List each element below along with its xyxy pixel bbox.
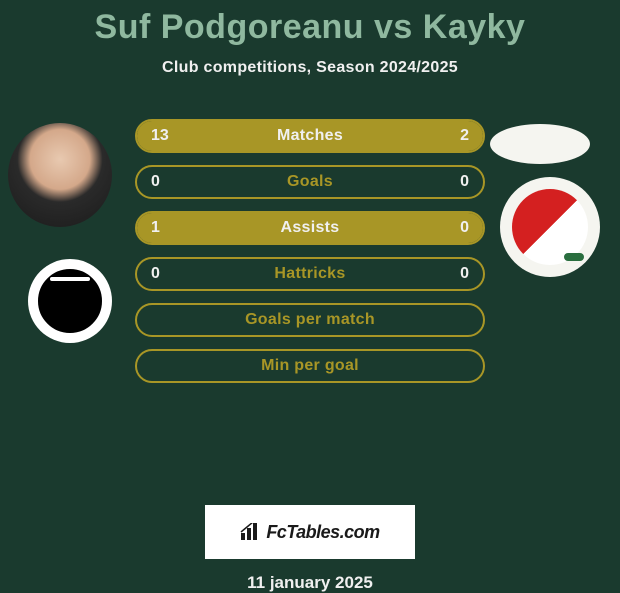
brand-box: FcTables.com	[205, 505, 415, 559]
stat-row: 0 0 Hattricks	[135, 257, 485, 291]
stat-left-value: 1	[151, 219, 160, 237]
stat-row: Goals per match	[135, 303, 485, 337]
stat-label: Min per goal	[261, 357, 359, 375]
stat-left-value: 13	[151, 127, 169, 145]
brand-text: FcTables.com	[266, 522, 379, 543]
stat-row: 13 2 Matches	[135, 119, 485, 153]
stat-row: 1 0 Assists	[135, 211, 485, 245]
page-title: Suf Podgoreanu vs Kayky	[0, 8, 620, 47]
subtitle: Club competitions, Season 2024/2025	[0, 59, 620, 77]
comparison-card: Suf Podgoreanu vs Kayky Club competition…	[0, 0, 620, 593]
stat-row: Min per goal	[135, 349, 485, 383]
stat-left-value: 0	[151, 265, 160, 283]
date-text: 11 january 2025	[0, 573, 620, 593]
player-right-avatar	[490, 124, 590, 164]
stat-row: 0 0 Goals	[135, 165, 485, 199]
chart-bars-icon	[240, 523, 262, 546]
stat-label: Matches	[277, 127, 343, 145]
club-right-badge	[500, 177, 600, 277]
stat-label: Goals per match	[245, 311, 375, 329]
content-area: 13 2 Matches 0 0 Goals 1 0 Assists 0 0 Hattricks Goa…	[0, 119, 620, 499]
stat-right-value: 2	[460, 127, 469, 145]
sparta-logo-icon	[512, 189, 588, 265]
stat-left-value: 0	[151, 173, 160, 191]
heracles-logo-icon	[38, 269, 102, 333]
stat-label: Assists	[280, 219, 339, 237]
stat-right-value: 0	[460, 265, 469, 283]
club-left-badge	[28, 259, 112, 343]
stat-right-value: 0	[460, 219, 469, 237]
player-left-avatar	[8, 123, 112, 227]
stat-label: Goals	[287, 173, 333, 191]
stat-right-value: 0	[460, 173, 469, 191]
stats-column: 13 2 Matches 0 0 Goals 1 0 Assists 0 0 Hattricks Goa…	[135, 119, 485, 395]
stat-label: Hattricks	[274, 265, 345, 283]
